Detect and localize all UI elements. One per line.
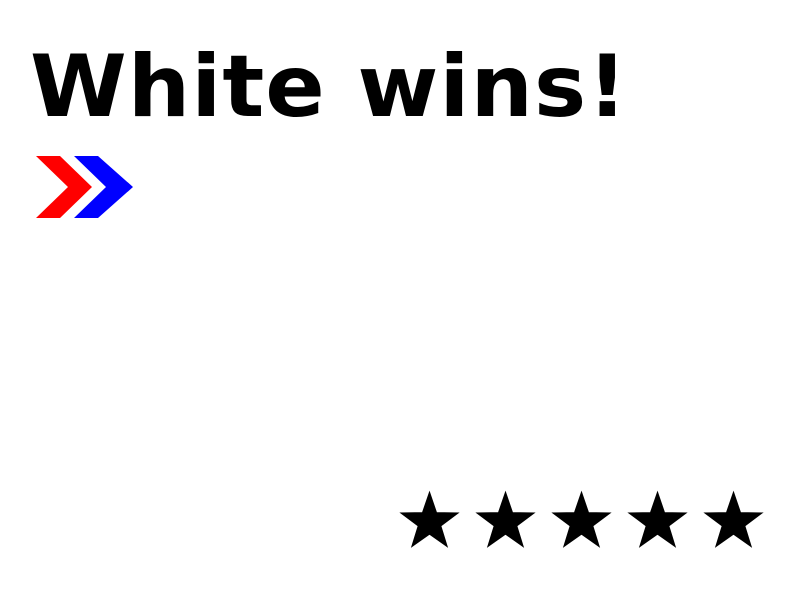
- star-icon: [703, 490, 764, 548]
- red-chevron-icon: [36, 156, 92, 218]
- star-icon: [551, 490, 612, 548]
- blue-chevron-icon: [74, 156, 133, 218]
- star-rating: [398, 490, 765, 552]
- star-icon: [399, 490, 460, 548]
- chevron-right-double-icon: [36, 156, 133, 218]
- star-icon: [475, 490, 536, 548]
- star-icon: [627, 490, 688, 548]
- result-title: White wins!: [30, 37, 629, 137]
